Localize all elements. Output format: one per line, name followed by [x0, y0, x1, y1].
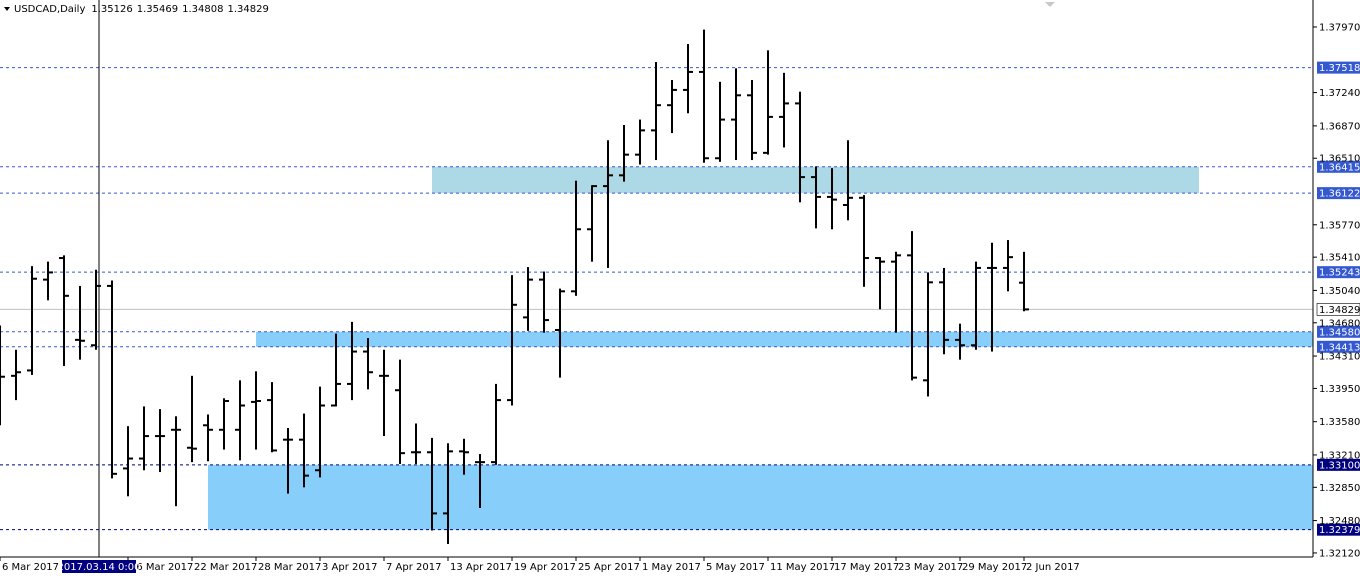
y-tick-label: 1.36510: [1319, 154, 1360, 165]
x-tick-label: 1 May 2017: [642, 562, 701, 573]
chart-title: USDCAD,Daily: [14, 4, 85, 15]
x-tick-label: 11 May 2017: [770, 562, 835, 573]
x-tick-label: 13 Apr 2017: [450, 562, 512, 573]
level-label-box: [1317, 340, 1360, 353]
plot-area: [0, 0, 1313, 557]
level-label-box: [1317, 187, 1360, 200]
y-tick-label: 1.36870: [1319, 121, 1360, 132]
x-tick-label: 22 Mar 2017: [194, 562, 257, 573]
high-value: 1.35469: [137, 4, 178, 15]
level-label: 1.33100: [1319, 460, 1360, 471]
level-label: 1.36122: [1319, 189, 1360, 200]
x-tick-label: 2 Jun 2017: [1026, 562, 1080, 573]
y-tick-label: 1.32480: [1319, 516, 1360, 527]
level-label: 1.36415: [1319, 162, 1360, 173]
crosshair-label: 2017.03.14 0:00: [58, 562, 141, 573]
x-tick-label: 29 May 2017: [962, 562, 1027, 573]
y-tick-label: 1.34680: [1319, 318, 1360, 329]
level-label-box: [1317, 160, 1360, 173]
y-tick-label: 1.35040: [1319, 286, 1360, 297]
low-value: 1.34808: [182, 4, 223, 15]
y-tick-label: 1.33580: [1319, 417, 1360, 428]
level-label-box: [1317, 523, 1360, 536]
x-tick-label: 16 Mar 2017: [130, 562, 193, 573]
x-tick-label: 7 Apr 2017: [386, 562, 441, 573]
x-tick-label: 17 May 2017: [834, 562, 899, 573]
x-tick-label: 28 Mar 2017: [258, 562, 321, 573]
level-label: 1.32379: [1319, 525, 1360, 536]
menu-arrow[interactable]: [4, 7, 10, 11]
x-tick-label: 3 Apr 2017: [322, 562, 377, 573]
zone: [208, 464, 1313, 530]
x-tick-label: 6 Mar 2017: [2, 562, 59, 573]
current-price-label: 1.34829: [1319, 305, 1360, 316]
y-tick-label: 1.33950: [1319, 384, 1360, 395]
y-tick-label: 1.37970: [1319, 22, 1360, 33]
level-label: 1.34413: [1319, 342, 1360, 353]
y-tick-label: 1.37240: [1319, 88, 1360, 99]
chart-header: USDCAD,Daily 1.35126 1.35469 1.34808 1.34829: [14, 4, 269, 15]
x-tick-label: 5 May 2017: [706, 562, 765, 573]
y-tick-label: 1.35410: [1319, 253, 1360, 264]
y-tick-label: 1.32850: [1319, 483, 1360, 494]
level-label-box: [1317, 325, 1360, 338]
close-value: 1.34829: [227, 4, 268, 15]
x-tick-label: 19 Apr 2017: [514, 562, 576, 573]
scroll-marker[interactable]: [1045, 2, 1055, 7]
level-label-box: [1317, 266, 1360, 279]
y-tick-label: 1.34310: [1319, 352, 1360, 363]
y-tick-label: 1.35770: [1319, 220, 1360, 231]
level-label-box: [1317, 458, 1360, 471]
open-value: 1.35126: [91, 4, 132, 15]
y-tick-label: 1.33210: [1319, 450, 1360, 461]
zone: [256, 331, 1313, 347]
level-label: 1.35243: [1319, 268, 1360, 279]
level-label-box: [1317, 61, 1360, 74]
current-price-box: [1316, 303, 1360, 316]
level-label: 1.34580: [1319, 327, 1360, 338]
x-tick-label: 23 May 2017: [898, 562, 963, 573]
crosshair-label-box: [62, 560, 136, 573]
y-tick-label: 1.32120: [1319, 548, 1360, 559]
x-tick-label: 25 Apr 2017: [578, 562, 640, 573]
level-label: 1.37518: [1319, 63, 1360, 74]
